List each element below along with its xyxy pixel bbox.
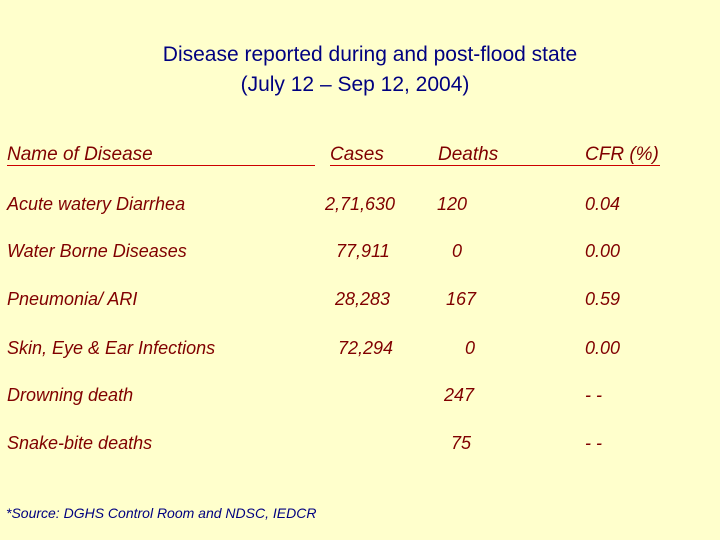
row-deaths: 167 — [446, 289, 477, 309]
header-underline-deaths — [428, 165, 578, 166]
row-deaths: 75 — [451, 433, 472, 453]
row-cfr: 0.00 — [585, 338, 621, 358]
row-deaths: 247 — [444, 385, 475, 405]
row-disease-name: Skin, Eye & Ear Infections — [7, 338, 216, 358]
slide-title-line2: (July 12 – Sep 12, 2004) — [240, 73, 470, 96]
row-cases: 28,283 — [335, 289, 391, 309]
row-cases: 2,71,630 — [325, 194, 396, 214]
row-cfr: 0.00 — [585, 241, 621, 261]
row-deaths: 120 — [437, 194, 468, 214]
row-cfr: 0.04 — [585, 194, 621, 214]
header-deaths: Deaths — [438, 144, 499, 165]
row-cfr: - - — [585, 385, 602, 405]
row-cfr: - - — [585, 433, 602, 453]
row-deaths: 0 — [452, 241, 463, 261]
row-disease-name: Pneumonia/ ARI — [7, 289, 138, 309]
header-cases: Cases — [330, 144, 384, 165]
row-cases: 72,294 — [338, 338, 394, 358]
row-disease-name: Acute watery Diarrhea — [7, 194, 186, 214]
row-disease-name: Water Borne Diseases — [7, 241, 187, 261]
row-disease-name: Drowning death — [7, 385, 134, 405]
header-cfr: CFR (%) — [585, 144, 659, 165]
slide-title-line1: Disease reported during and post-flood s… — [162, 43, 578, 66]
row-deaths: 0 — [465, 338, 476, 358]
header-underline-cfr — [578, 165, 660, 166]
header-underline-cases — [330, 165, 428, 166]
header-name-of-disease: Name of Disease — [7, 144, 153, 165]
row-cases: 77,911 — [336, 241, 390, 261]
header-underline-name — [7, 165, 315, 166]
row-cfr: 0.59 — [585, 289, 621, 309]
source-note: *Source: DGHS Control Room and NDSC, IED… — [6, 505, 317, 521]
row-disease-name: Snake-bite deaths — [7, 433, 153, 453]
